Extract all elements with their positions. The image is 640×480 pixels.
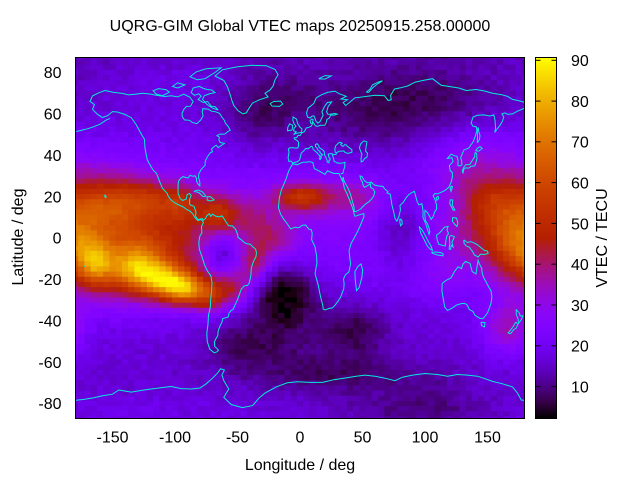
svg-text:10: 10	[571, 380, 589, 397]
svg-text:-40: -40	[38, 313, 61, 330]
svg-text:-80: -80	[38, 396, 61, 413]
svg-text:80: 80	[44, 65, 62, 82]
svg-text:0: 0	[53, 231, 62, 248]
svg-text:90: 90	[571, 53, 589, 70]
svg-text:Longitude / deg: Longitude / deg	[245, 457, 355, 474]
svg-text:-100: -100	[159, 430, 191, 447]
svg-text:70: 70	[571, 135, 589, 152]
svg-text:-60: -60	[38, 355, 61, 372]
svg-text:20: 20	[44, 189, 62, 206]
svg-text:0: 0	[296, 430, 305, 447]
svg-text:Latitude / deg: Latitude / deg	[10, 189, 27, 286]
svg-text:40: 40	[571, 257, 589, 274]
svg-text:-50: -50	[226, 430, 249, 447]
svg-text:20: 20	[571, 339, 589, 356]
svg-text:60: 60	[571, 176, 589, 193]
svg-text:50: 50	[354, 430, 372, 447]
svg-text:80: 80	[571, 94, 589, 111]
svg-text:60: 60	[44, 107, 62, 124]
svg-text:-20: -20	[38, 272, 61, 289]
svg-text:50: 50	[571, 216, 589, 233]
svg-text:150: 150	[474, 430, 501, 447]
svg-text:40: 40	[44, 148, 62, 165]
svg-text:30: 30	[571, 298, 589, 315]
svg-text:UQRG-GIM Global VTEC maps 2025: UQRG-GIM Global VTEC maps 20250915.258.0…	[110, 18, 491, 35]
svg-text:VTEC / TECU: VTEC / TECU	[594, 188, 611, 287]
svg-text:-150: -150	[96, 430, 128, 447]
svg-text:100: 100	[412, 430, 439, 447]
